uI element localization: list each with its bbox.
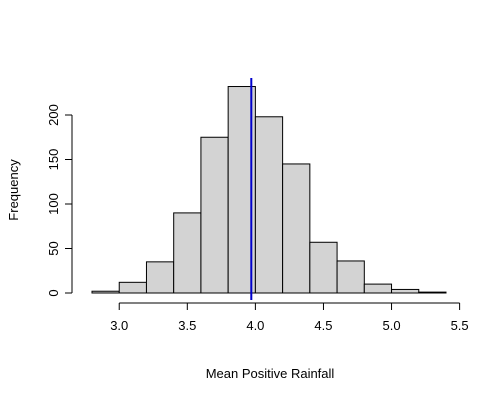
x-tick-label-5: 5.5 bbox=[451, 318, 469, 333]
x-axis-label: Mean Positive Rainfall bbox=[206, 366, 335, 381]
x-tick-label-2: 4.0 bbox=[246, 318, 264, 333]
y-axis-label: Frequency bbox=[6, 159, 21, 221]
histogram-bars bbox=[91, 86, 447, 294]
x-tick-label-3: 4.5 bbox=[314, 318, 332, 333]
x-tick-label-1: 3.5 bbox=[178, 318, 196, 333]
y-tick-label-2: 100 bbox=[46, 193, 61, 215]
y-tick-label-0: 0 bbox=[46, 289, 61, 296]
histogram-bar-1 bbox=[118, 281, 147, 294]
histogram-bar-10 bbox=[363, 283, 393, 294]
histogram-bar-0 bbox=[91, 290, 120, 294]
histogram-bar-9 bbox=[336, 260, 365, 294]
histogram-bar-3 bbox=[173, 212, 202, 294]
histogram-bar-8 bbox=[309, 241, 338, 294]
histogram-bar-2 bbox=[145, 261, 175, 294]
histogram-bar-12 bbox=[418, 291, 447, 294]
histogram-bar-7 bbox=[282, 163, 311, 294]
histogram-bar-4 bbox=[200, 136, 229, 294]
y-tick-label-1: 50 bbox=[46, 241, 61, 255]
x-tick-label-4: 5.0 bbox=[382, 318, 400, 333]
y-tick-label-4: 200 bbox=[46, 104, 61, 126]
histogram-bar-11 bbox=[391, 288, 420, 294]
histogram-bar-6 bbox=[254, 116, 284, 294]
x-axis: 3.0 3.5 4.0 4.5 5.0 5.5 bbox=[110, 302, 469, 333]
y-tick-label-3: 150 bbox=[46, 149, 61, 171]
x-tick-label-0: 3.0 bbox=[110, 318, 128, 333]
y-axis: 0 50 100 150 200 bbox=[46, 104, 73, 297]
